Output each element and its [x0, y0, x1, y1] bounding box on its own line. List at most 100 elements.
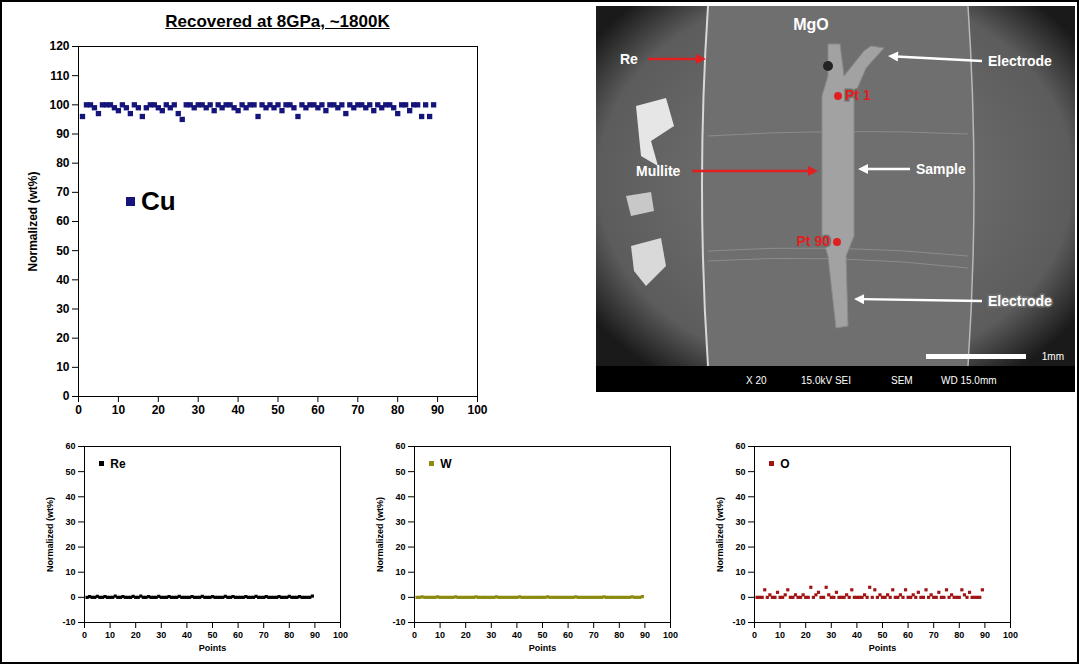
svg-text:30: 30 — [156, 630, 166, 640]
svg-text:-10: -10 — [392, 617, 405, 627]
svg-text:70: 70 — [929, 630, 939, 640]
svg-text:10: 10 — [395, 567, 405, 577]
svg-text:Electrode: Electrode — [988, 53, 1052, 69]
svg-text:10: 10 — [56, 360, 70, 374]
svg-text:40: 40 — [231, 403, 245, 417]
svg-text:110: 110 — [50, 69, 70, 83]
svg-text:50: 50 — [65, 467, 75, 477]
svg-text:10: 10 — [435, 630, 445, 640]
svg-text:Sample: Sample — [916, 161, 966, 177]
svg-text:Points: Points — [199, 643, 227, 653]
svg-text:60: 60 — [311, 403, 325, 417]
svg-text:0: 0 — [70, 592, 75, 602]
svg-text:60: 60 — [903, 630, 913, 640]
svg-text:60: 60 — [56, 214, 70, 228]
svg-text:80: 80 — [614, 630, 624, 640]
svg-text:40: 40 — [65, 492, 75, 502]
svg-text:Normalized (wt%): Normalized (wt%) — [45, 497, 55, 572]
svg-text:50: 50 — [56, 244, 70, 258]
svg-text:10: 10 — [65, 567, 75, 577]
svg-text:40: 40 — [852, 630, 862, 640]
svg-text:0: 0 — [752, 630, 757, 640]
svg-text:1mm: 1mm — [1042, 351, 1064, 362]
svg-text:50: 50 — [271, 403, 285, 417]
svg-text:SEM: SEM — [891, 375, 913, 386]
svg-text:20: 20 — [152, 403, 166, 417]
svg-text:Normalized (wt%): Normalized (wt%) — [26, 171, 40, 271]
svg-text:30: 30 — [192, 403, 206, 417]
svg-text:40: 40 — [395, 492, 405, 502]
svg-text:60: 60 — [395, 441, 405, 451]
svg-text:40: 40 — [735, 492, 745, 502]
svg-text:-10: -10 — [732, 617, 745, 627]
svg-text:10: 10 — [105, 630, 115, 640]
svg-text:20: 20 — [56, 331, 70, 345]
svg-text:0: 0 — [63, 389, 70, 403]
svg-text:15.0kV SEI: 15.0kV SEI — [801, 375, 851, 386]
svg-text:0: 0 — [82, 630, 87, 640]
svg-text:20: 20 — [395, 542, 405, 552]
svg-text:90: 90 — [56, 127, 70, 141]
svg-text:WD 15.0mm: WD 15.0mm — [941, 375, 997, 386]
svg-text:Normalized (wt%): Normalized (wt%) — [375, 497, 385, 572]
svg-text:20: 20 — [735, 542, 745, 552]
svg-text:Points: Points — [869, 643, 897, 653]
svg-text:30: 30 — [56, 302, 70, 316]
svg-text:Pt 90: Pt 90 — [797, 233, 831, 249]
svg-text:10: 10 — [775, 630, 785, 640]
svg-text:80: 80 — [56, 156, 70, 170]
svg-text:Normalized (wt%): Normalized (wt%) — [715, 497, 725, 572]
svg-text:X 20: X 20 — [746, 375, 767, 386]
svg-text:MgO: MgO — [793, 16, 829, 33]
svg-text:60: 60 — [563, 630, 573, 640]
svg-text:50: 50 — [537, 630, 547, 640]
svg-text:30: 30 — [395, 517, 405, 527]
svg-text:70: 70 — [351, 403, 365, 417]
svg-text:70: 70 — [56, 185, 70, 199]
svg-text:40: 40 — [56, 273, 70, 287]
svg-text:70: 70 — [589, 630, 599, 640]
svg-text:60: 60 — [65, 441, 75, 451]
svg-text:30: 30 — [65, 517, 75, 527]
svg-text:80: 80 — [284, 630, 294, 640]
svg-text:100: 100 — [49, 98, 69, 112]
svg-text:20: 20 — [461, 630, 471, 640]
svg-text:60: 60 — [735, 441, 745, 451]
svg-text:20: 20 — [801, 630, 811, 640]
svg-text:100: 100 — [1003, 630, 1018, 640]
svg-text:120: 120 — [49, 39, 69, 53]
svg-text:30: 30 — [486, 630, 496, 640]
svg-text:30: 30 — [735, 517, 745, 527]
svg-text:90: 90 — [310, 630, 320, 640]
svg-text:40: 40 — [512, 630, 522, 640]
svg-text:0: 0 — [740, 592, 745, 602]
svg-text:10: 10 — [112, 403, 126, 417]
svg-text:80: 80 — [954, 630, 964, 640]
svg-text:Pt 1: Pt 1 — [845, 87, 871, 103]
svg-text:50: 50 — [735, 467, 745, 477]
svg-text:100: 100 — [467, 403, 487, 417]
svg-text:0: 0 — [412, 630, 417, 640]
svg-text:10: 10 — [735, 567, 745, 577]
svg-text:0: 0 — [400, 592, 405, 602]
svg-text:100: 100 — [663, 630, 678, 640]
svg-text:-10: -10 — [62, 617, 75, 627]
svg-text:Mullite: Mullite — [636, 163, 681, 179]
svg-text:50: 50 — [207, 630, 217, 640]
svg-text:60: 60 — [233, 630, 243, 640]
svg-text:80: 80 — [391, 403, 405, 417]
svg-text:90: 90 — [640, 630, 650, 640]
svg-text:50: 50 — [395, 467, 405, 477]
svg-text:70: 70 — [259, 630, 269, 640]
svg-text:90: 90 — [980, 630, 990, 640]
svg-text:20: 20 — [131, 630, 141, 640]
svg-text:Points: Points — [529, 643, 557, 653]
svg-text:50: 50 — [877, 630, 887, 640]
svg-text:30: 30 — [826, 630, 836, 640]
svg-text:40: 40 — [182, 630, 192, 640]
svg-text:Electrode: Electrode — [988, 293, 1052, 309]
svg-text:100: 100 — [333, 630, 348, 640]
svg-text:Re: Re — [620, 51, 638, 67]
svg-text:0: 0 — [75, 403, 82, 417]
svg-text:90: 90 — [431, 403, 445, 417]
